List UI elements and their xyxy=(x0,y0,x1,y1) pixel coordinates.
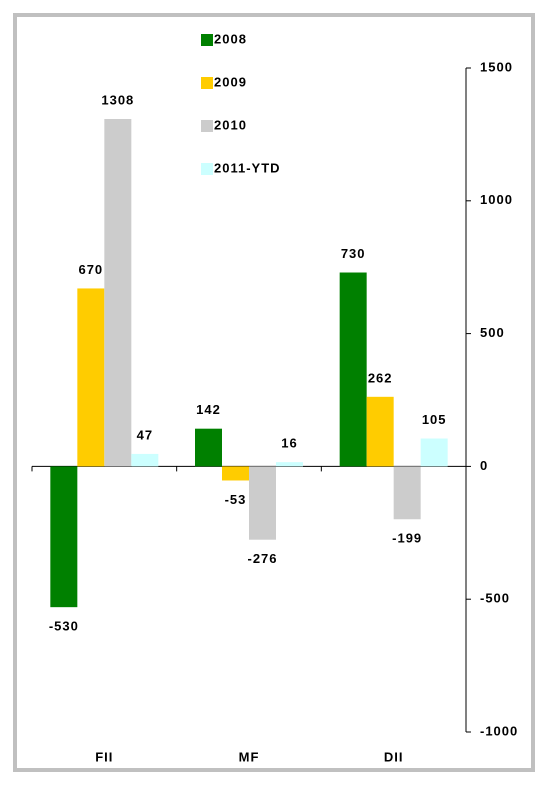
y-tick-label: 1500 xyxy=(480,59,513,74)
bar xyxy=(393,466,421,520)
y-tick-label: -1000 xyxy=(480,723,518,738)
x-tick-label: FII xyxy=(95,749,113,764)
data-label: 670 xyxy=(78,262,103,277)
data-label: -199 xyxy=(392,531,422,546)
bar xyxy=(366,396,394,467)
data-label: -53 xyxy=(225,492,247,507)
legend-swatch xyxy=(201,163,213,175)
bar xyxy=(77,288,105,467)
y-tick-label: 0 xyxy=(480,458,488,473)
bar xyxy=(104,118,132,467)
data-label: 262 xyxy=(368,370,393,385)
x-tick-label: MF xyxy=(239,749,260,764)
data-label: 105 xyxy=(422,412,447,427)
bar xyxy=(276,462,303,467)
bar xyxy=(339,272,367,467)
legend-label: 2008 xyxy=(214,31,247,46)
legend-swatch xyxy=(201,34,213,46)
legend-swatch xyxy=(201,120,213,132)
y-tick-label: 1000 xyxy=(480,192,513,207)
legend-swatch xyxy=(201,77,213,89)
bar xyxy=(249,466,276,540)
data-label: 142 xyxy=(196,402,221,417)
bar xyxy=(222,466,249,481)
y-tick-label: 500 xyxy=(480,325,505,340)
bar xyxy=(131,453,159,467)
data-label: -276 xyxy=(247,551,277,566)
legend-label: 2009 xyxy=(214,74,247,89)
data-label: 16 xyxy=(281,436,297,451)
data-label: -530 xyxy=(49,619,79,634)
legend-label: 2010 xyxy=(214,117,247,132)
legend-label: 2011-YTD xyxy=(214,160,281,175)
bar xyxy=(420,438,448,467)
x-tick-label: DII xyxy=(384,749,404,764)
data-label: 1308 xyxy=(101,92,134,107)
data-label: 47 xyxy=(137,427,153,442)
bar xyxy=(50,466,78,608)
bar xyxy=(195,428,222,467)
y-tick-label: -500 xyxy=(480,591,510,606)
data-label: 730 xyxy=(341,246,366,261)
